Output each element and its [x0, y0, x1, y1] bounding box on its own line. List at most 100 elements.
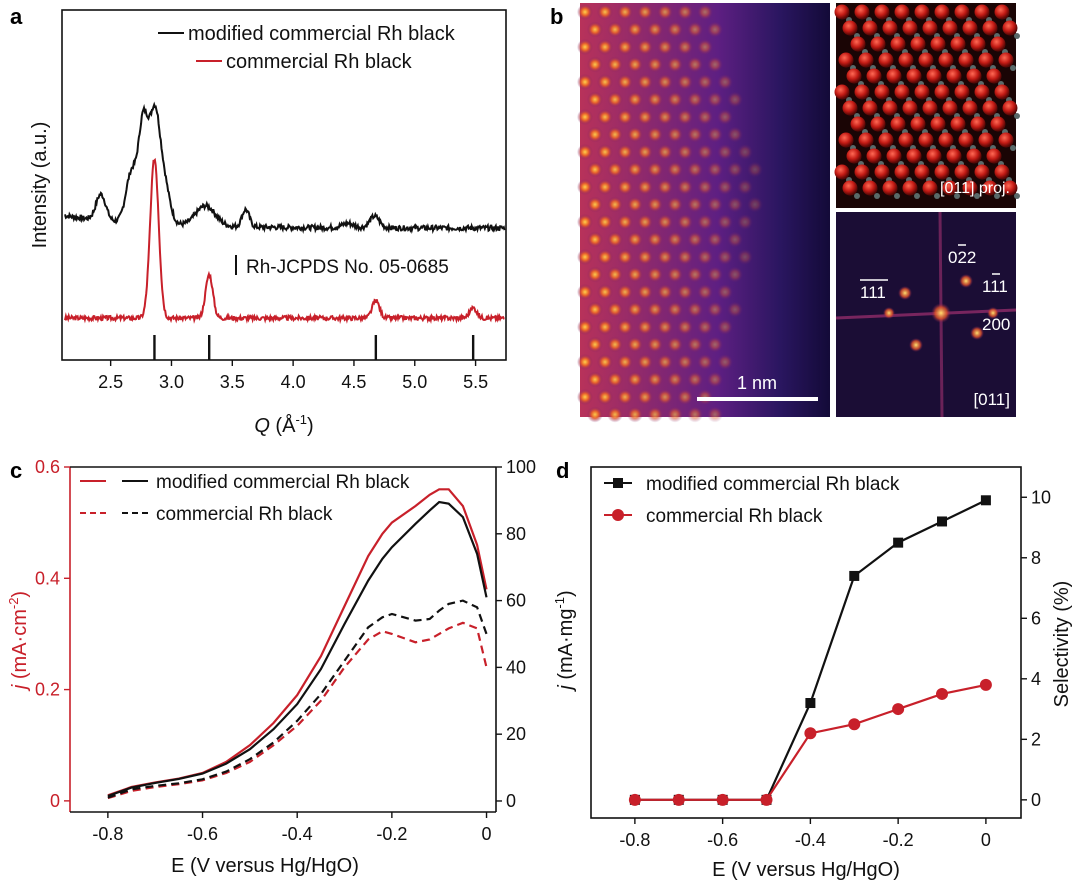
atom-column [617, 214, 633, 230]
model-atom-rh [838, 132, 854, 148]
model-atom-rh [950, 36, 966, 52]
model-atom-rh [974, 164, 990, 180]
atom-column [607, 126, 623, 143]
atom-column [717, 319, 733, 335]
atom-column [657, 109, 673, 125]
atom-column [677, 284, 693, 300]
model-atom-rh [874, 164, 890, 180]
model-atom-rh [1002, 20, 1018, 36]
panel-c-left-tick-label: 0 [50, 791, 60, 811]
panel-c-right-tick-label: 20 [506, 724, 526, 744]
atom-column [627, 266, 643, 283]
model-atom-rh [898, 132, 914, 148]
model-atom-rh [954, 84, 970, 100]
panel-d-point-circle [979, 678, 992, 691]
panel-a-x-tick-label: 4.0 [281, 372, 306, 392]
atom-column [637, 354, 653, 370]
atom-column [587, 126, 603, 143]
atom-column [657, 144, 673, 160]
model-atom-rh [918, 52, 934, 68]
model-atom-rh [854, 84, 870, 100]
panel-a-x-axis-label-sup: -1 [295, 412, 307, 427]
panel-d-y-label-close: ) [555, 590, 577, 597]
panel-c-right-tick-label: 100 [506, 457, 536, 477]
atom-column [677, 4, 693, 20]
model-atom-rh [902, 100, 918, 116]
atom-column [657, 214, 673, 230]
atom-column [717, 214, 733, 230]
atom-column [687, 266, 703, 283]
atom-column [707, 371, 723, 388]
atom-column [727, 231, 743, 248]
model-atom-rh [866, 148, 882, 164]
model-atom-rh [910, 116, 926, 132]
atom-column [627, 56, 643, 73]
panel-d-x-axis-label: E (V versus Hg/HgO) [712, 859, 900, 881]
atom-column [667, 406, 683, 423]
atom-column [577, 179, 593, 195]
panel-d-legend-marker-square [613, 478, 623, 488]
atom-column [697, 144, 713, 160]
panel-c-x-axis-label: E (V versus Hg/HgO) [171, 855, 359, 877]
atom-column [627, 91, 643, 108]
atom-column [647, 301, 663, 318]
model-atom-rh [910, 36, 926, 52]
atom-column [687, 56, 703, 73]
atom-column [717, 249, 733, 265]
model-atom-minor [1010, 145, 1016, 151]
fft-spot [883, 307, 895, 319]
atom-column [667, 371, 683, 388]
model-atom-rh [898, 52, 914, 68]
model-atom-rh [1002, 100, 1018, 116]
atom-column [607, 301, 623, 318]
model-atom-rh [998, 52, 1014, 68]
panel-c-legend-commercial: commercial Rh black [156, 504, 333, 525]
panel-d-point-square [937, 516, 948, 527]
atom-column [607, 336, 623, 353]
model-atom-rh [962, 20, 978, 36]
panel-a-x-axis-label-close: ) [307, 415, 314, 437]
panel-d-point-circle [760, 793, 773, 806]
panel-d-point-circle [936, 687, 949, 700]
panel-c-series-line [107, 500, 488, 798]
atom-column [717, 144, 733, 160]
atom-column [657, 249, 673, 265]
atom-column [577, 144, 593, 160]
model-atom-rh [878, 132, 894, 148]
model-atom-rh [874, 84, 890, 100]
panel-d-x-tick-label: -0.4 [795, 830, 826, 850]
atom-column [607, 371, 623, 388]
atom-column [577, 389, 593, 405]
atom-column [667, 336, 683, 353]
model-atom-rh [854, 4, 870, 20]
model-atom-rh [922, 180, 938, 196]
atom-column [687, 371, 703, 388]
atom-column [617, 179, 633, 195]
atom-column [627, 21, 643, 38]
atom-column [727, 126, 743, 143]
panel-c-left-tick-label: 0.4 [35, 568, 60, 588]
fft-spot [898, 286, 912, 300]
atom-column [697, 4, 713, 20]
model-atom-rh [978, 132, 994, 148]
panel-a-x-axis-label-main: Q [254, 415, 270, 437]
atom-column [617, 249, 633, 265]
atom-column [677, 109, 693, 125]
atom-column [697, 284, 713, 300]
structure-model-label: [011] proj. [940, 180, 1010, 197]
model-atom-rh [962, 180, 978, 196]
model-atom-rh [962, 100, 978, 116]
atom-column [647, 231, 663, 248]
panel-d-y-label-sup: -1 [552, 597, 567, 609]
atom-column [687, 126, 703, 143]
model-atom-minor [894, 193, 900, 199]
atom-column [677, 74, 693, 90]
atom-column [647, 336, 663, 353]
model-atom-rh [994, 84, 1010, 100]
panel-d-y-label-unit: (mA·mg [555, 609, 577, 686]
fft-center-spot [931, 303, 951, 323]
atom-column [717, 179, 733, 195]
model-atom-rh [990, 116, 1006, 132]
model-atom-rh [850, 36, 866, 52]
panel-b-micrographs: 1 nm [011] proj. 022 111 111 200 [011] [577, 3, 1020, 423]
